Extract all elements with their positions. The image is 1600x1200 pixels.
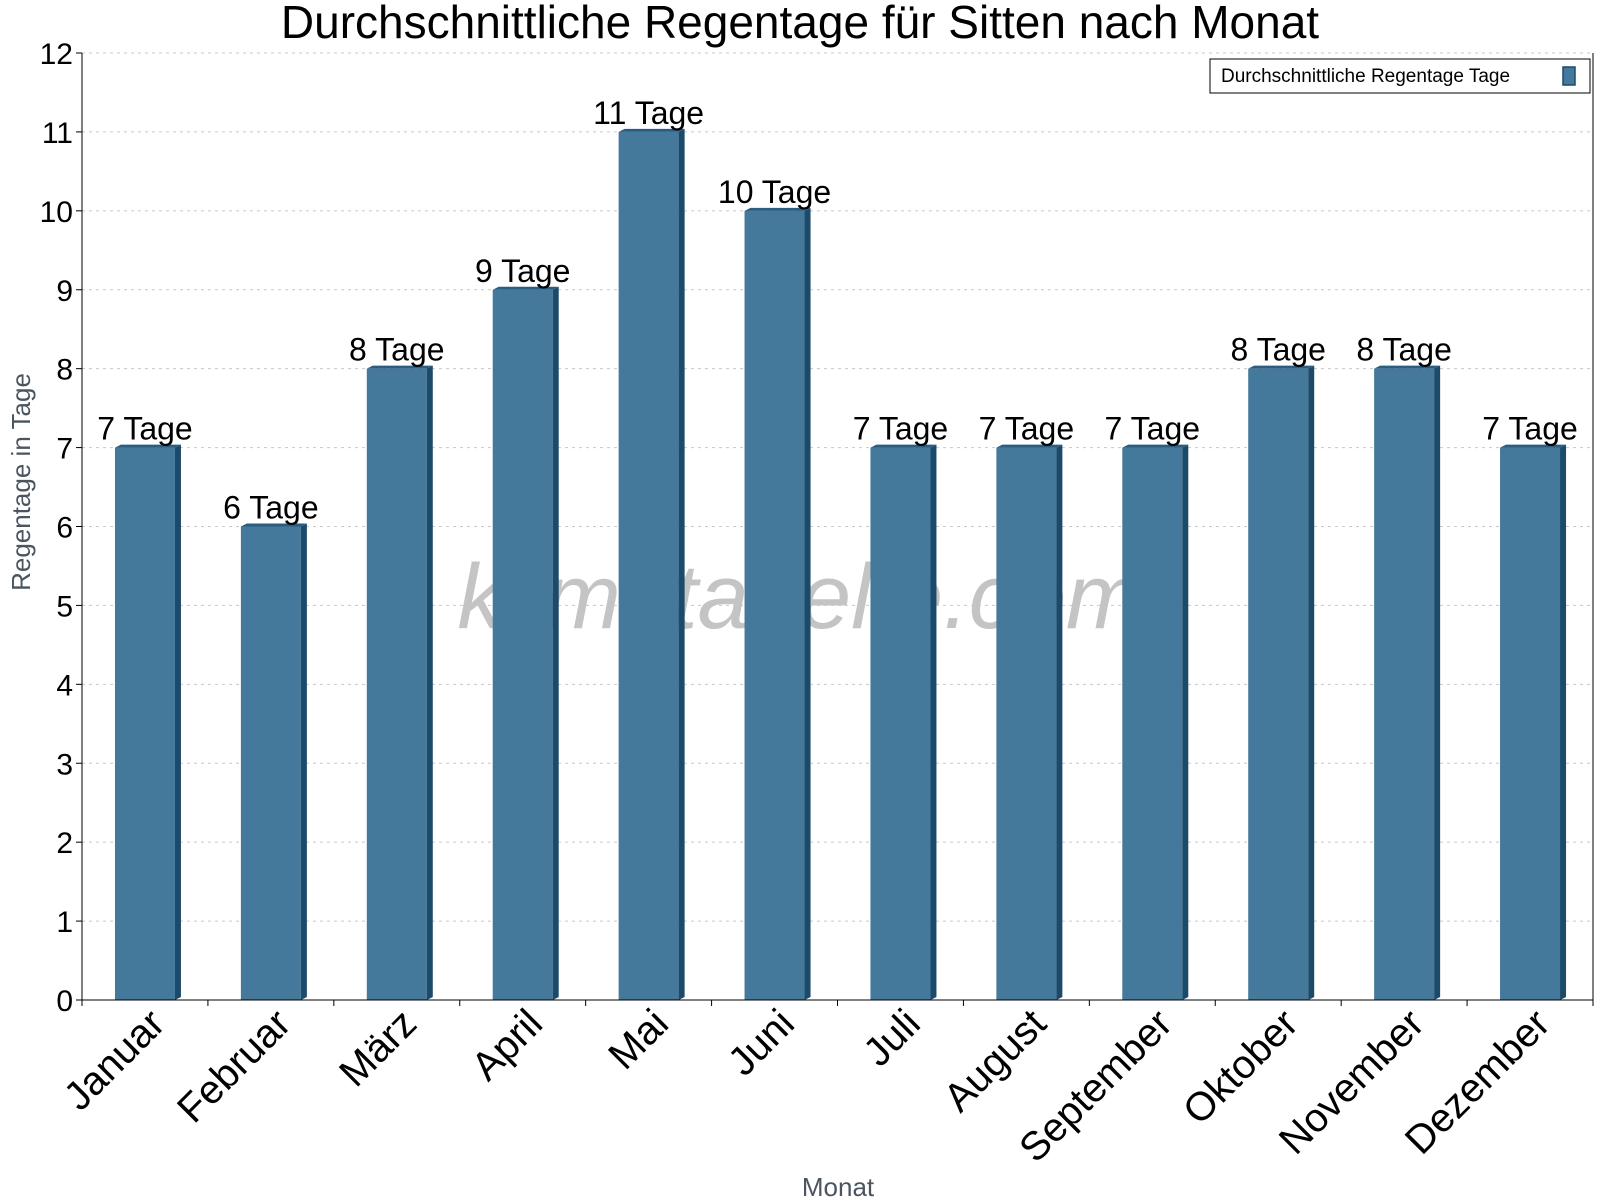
y-tick-label: 4 <box>56 669 73 702</box>
bar-top <box>114 444 181 448</box>
chart-title: Durchschnittliche Regentage für Sitten n… <box>281 0 1319 48</box>
bar-front <box>870 447 931 1000</box>
y-tick-label: 12 <box>40 38 73 71</box>
bar-front <box>366 368 427 1001</box>
bar-value-label: 8 Tage <box>1356 332 1452 368</box>
y-tick-label: 10 <box>40 196 73 229</box>
bar-value-label: 11 Tage <box>593 95 704 131</box>
bar-value-label: 9 Tage <box>475 253 571 289</box>
bar <box>1374 365 1441 1001</box>
bar <box>114 444 181 1000</box>
bar-value-label: 7 Tage <box>1482 411 1578 447</box>
bar-front <box>1500 447 1561 1000</box>
bar <box>744 207 811 1001</box>
bar-top <box>492 286 559 290</box>
bar-side <box>174 444 181 1000</box>
bar-side <box>1560 444 1567 1000</box>
bar-front <box>618 131 679 1000</box>
bar-front <box>114 447 175 1000</box>
bar-side <box>1056 444 1063 1000</box>
x-tick-label: Oktober <box>1175 1001 1307 1133</box>
bar-value-label: 7 Tage <box>1105 411 1201 447</box>
bar <box>1122 444 1189 1000</box>
y-tick-label: 0 <box>56 985 73 1018</box>
bar <box>366 365 433 1001</box>
legend-entry-label: Durchschnittliche Regentage Tage <box>1221 66 1510 87</box>
bar-top <box>366 365 433 369</box>
bar-side <box>930 444 937 1000</box>
bar-top <box>1122 444 1189 448</box>
bar-value-label: 6 Tage <box>223 490 319 526</box>
x-tick-label: Mai <box>600 1001 677 1078</box>
bar-front <box>1122 447 1183 1000</box>
y-tick-label: 1 <box>56 906 73 939</box>
x-tick-label: Juli <box>855 1001 929 1075</box>
bar-top <box>744 207 811 211</box>
bar-value-label: 7 Tage <box>979 411 1075 447</box>
x-tick-label: Februar <box>169 1001 299 1131</box>
bar-front <box>240 526 301 1000</box>
bar <box>240 523 307 1000</box>
bar-side <box>1308 365 1315 1001</box>
x-tick-label: April <box>463 1001 551 1089</box>
bar-front <box>492 289 553 1000</box>
bar-labels: 7 Tage 6 Tage 8 Tage 9 Tage 11 Tage 10 Tage 7 … <box>97 95 1578 526</box>
legend: Durchschnittliche Regentage Tage <box>1209 58 1591 94</box>
x-tick-label: Januar <box>56 1001 174 1119</box>
y-tick-label: 9 <box>56 275 73 308</box>
bar-value-label: 7 Tage <box>853 411 949 447</box>
bar-side <box>678 128 685 1000</box>
bar <box>1248 365 1315 1001</box>
bar-top <box>1248 365 1315 369</box>
bar <box>870 444 937 1000</box>
bar-value-label: 7 Tage <box>97 411 193 447</box>
bar-front <box>1248 368 1309 1001</box>
legend-swatch <box>1562 66 1576 86</box>
bar-value-label: 8 Tage <box>349 332 445 368</box>
legend-box <box>1209 58 1591 94</box>
bar <box>1500 444 1567 1000</box>
y-tick-label: 6 <box>56 512 73 545</box>
y-tick-label: 8 <box>56 354 73 387</box>
bar-side <box>804 207 811 1001</box>
y-tick-label: 2 <box>56 827 73 860</box>
bar-side <box>552 286 559 1000</box>
x-tick-label: Juni <box>720 1001 803 1084</box>
bar-top <box>1374 365 1441 369</box>
y-tick-label: 5 <box>56 590 73 623</box>
y-tick-label: 11 <box>42 117 73 150</box>
bar-front <box>744 210 805 1001</box>
bar-value-label: 10 Tage <box>718 174 831 210</box>
bar-side <box>1434 365 1441 1001</box>
bar-front <box>1374 368 1435 1001</box>
y-tick-label: 3 <box>56 748 73 781</box>
bar-value-label: 8 Tage <box>1230 332 1326 368</box>
bar-side <box>300 523 307 1000</box>
bar-top <box>870 444 937 448</box>
bar-top <box>1500 444 1567 448</box>
bar <box>492 286 559 1000</box>
bars <box>114 128 1567 1001</box>
bar-front <box>996 447 1057 1000</box>
bar <box>996 444 1063 1000</box>
bar-side <box>426 365 433 1001</box>
x-tick-label: August <box>936 1001 1055 1120</box>
bar-top <box>996 444 1063 448</box>
bar-side <box>1182 444 1189 1000</box>
bar <box>618 128 685 1000</box>
y-axis-label: Regentage in Tage <box>6 373 36 591</box>
bar-top <box>618 128 685 132</box>
x-axis-label: Monat <box>802 1172 875 1200</box>
y-tick-label: 7 <box>56 433 73 466</box>
x-tick-label: März <box>331 1001 425 1095</box>
grid <box>82 52 1593 922</box>
bar-top <box>240 523 307 527</box>
